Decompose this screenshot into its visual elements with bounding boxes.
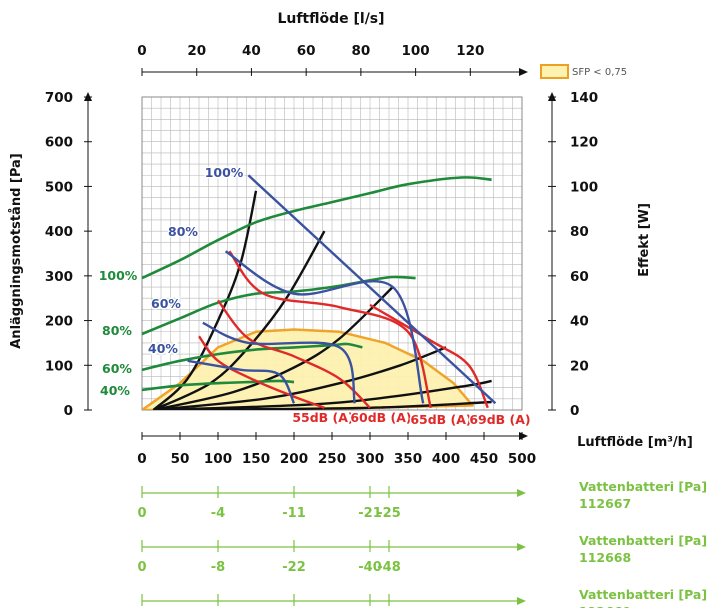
- fan-curve-label: 40%: [148, 341, 178, 356]
- fan-curve: [224, 250, 425, 404]
- left-tick-label: 0: [64, 403, 73, 419]
- bottom-tick-label: 500: [508, 451, 536, 467]
- top-tick-label: 20: [187, 43, 206, 59]
- left-tick-label: 300: [45, 269, 73, 285]
- water-tick-label: -21: [358, 506, 382, 521]
- water-axis-id: 112668: [579, 550, 631, 565]
- power-curve-label: 60%: [102, 361, 132, 376]
- power-curve: [141, 176, 492, 280]
- bottom-tick-label: 50: [171, 451, 190, 467]
- bottom-tick-label: 300: [356, 451, 384, 467]
- system-curve: [152, 230, 326, 410]
- left-tick-label: 400: [45, 224, 73, 240]
- left-tick-label: 200: [45, 314, 73, 330]
- water-axis-arrow: [517, 543, 526, 551]
- water-axis-id: 112667: [579, 496, 631, 511]
- sound-curve: [198, 335, 325, 409]
- system-curve: [153, 286, 394, 410]
- water-tick-label: -11: [282, 506, 306, 521]
- water-tick-label: -22: [282, 560, 306, 575]
- water-axis-title: Vattenbatteri [Pa]: [579, 587, 707, 602]
- bottom-tick-label: 100: [204, 451, 232, 467]
- plot-border: [141, 96, 523, 411]
- sfp-legend-label: SFP < 0,75: [572, 67, 627, 78]
- top-tick-label: 120: [456, 43, 484, 59]
- top-axis-arrow: [519, 68, 528, 76]
- bottom-tick-label: 200: [280, 451, 308, 467]
- fan-curve-label: 80%: [168, 224, 198, 239]
- right-tick-label: 80: [570, 224, 589, 240]
- top-tick-label: 60: [297, 43, 316, 59]
- right-axis-title: Effekt [W]: [637, 203, 652, 277]
- water-axis-title: Vattenbatteri [Pa]: [579, 533, 707, 548]
- water-coil-axes: 0 -4 -11 -21-25 Vattenbatteri [Pa] 112667 0 -8 -…: [137, 479, 707, 608]
- water-tick-label: -8: [211, 560, 225, 575]
- right-tick-label: 100: [570, 179, 598, 195]
- left-axis-title: Anläggningsmotstånd [Pa]: [9, 153, 24, 349]
- bottom-tick-label: 0: [137, 451, 146, 467]
- system-curve: [152, 190, 258, 410]
- top-tick-label: 40: [242, 43, 261, 59]
- axes: 0 20 40 60 80 100 120 Luftflöde [l/s] 0 50 100 150 2…: [9, 11, 693, 467]
- left-tick-label: 700: [45, 90, 73, 106]
- right-tick-label: 60: [570, 269, 589, 285]
- water-axis-title: Vattenbatteri [Pa]: [579, 479, 707, 494]
- power-curve: [141, 275, 416, 336]
- sound-curve-label: 65dB (A): [410, 412, 471, 427]
- left-tick-label: 600: [45, 135, 73, 151]
- bottom-axis-title: Luftflöde [m³/h]: [577, 435, 693, 450]
- sfp-legend-swatch: [540, 64, 569, 79]
- power-curve-label: 80%: [102, 323, 132, 338]
- bottom-tick-label: 150: [242, 451, 270, 467]
- fan-curves: [187, 174, 497, 405]
- right-tick-label: 140: [570, 90, 598, 106]
- top-axis-title: Luftflöde [l/s]: [277, 11, 384, 27]
- right-tick-label: 20: [570, 358, 589, 374]
- water-tick-label: -48: [377, 560, 401, 575]
- bottom-axis-arrow: [519, 432, 528, 440]
- sound-curve: [217, 299, 371, 409]
- system-curve: [153, 346, 447, 410]
- water-tick-label: -25: [377, 506, 401, 521]
- sound-curve-label: 55dB (A): [292, 410, 353, 425]
- system-curve: [153, 400, 492, 410]
- bottom-tick-label: 450: [470, 451, 498, 467]
- top-tick-label: 100: [402, 43, 430, 59]
- power-curve: [141, 379, 295, 392]
- legend: SFP < 0,75: [540, 64, 627, 79]
- sound-curve-label: 69dB (A): [469, 412, 530, 427]
- fan-curve: [187, 359, 296, 404]
- right-tick-label: 40: [570, 314, 589, 330]
- right-tick-label: 0: [570, 403, 579, 419]
- bottom-tick-label: 250: [318, 451, 346, 467]
- fan-curve: [202, 321, 356, 404]
- bottom-tick-label: 400: [432, 451, 460, 467]
- water-axis-id: 112669: [579, 604, 631, 608]
- fan-curve-label: 100%: [205, 165, 244, 180]
- fan-curve-label: 60%: [151, 296, 181, 311]
- bottom-tick-label: 350: [394, 451, 422, 467]
- top-tick-label: 0: [137, 43, 146, 59]
- top-tick-label: 80: [351, 43, 370, 59]
- sound-curve: [228, 250, 432, 409]
- labels: 100% 80% 60% 40% 100% 80% 60% 40% 55dB (A)60dB (…: [97, 164, 532, 429]
- left-tick-label: 100: [45, 358, 73, 374]
- right-tick-label: 120: [570, 135, 598, 151]
- power-curves: [141, 176, 492, 392]
- power-curve-label: 40%: [100, 383, 130, 398]
- water-tick-label: -4: [211, 506, 225, 521]
- water-tick-label: -40: [358, 560, 382, 575]
- sound-curve-label: 60dB (A): [350, 410, 411, 425]
- sound-curves: [198, 250, 489, 409]
- water-axis-arrow: [517, 489, 526, 497]
- power-curve-label: 100%: [99, 268, 138, 283]
- water-tick-label: 0: [137, 506, 146, 521]
- sound-curve: [369, 303, 489, 409]
- left-tick-label: 500: [45, 179, 73, 195]
- power-curve: [141, 342, 363, 372]
- water-axis-arrow: [517, 597, 526, 605]
- water-tick-label: 0: [137, 560, 146, 575]
- fan-curve: [247, 174, 497, 405]
